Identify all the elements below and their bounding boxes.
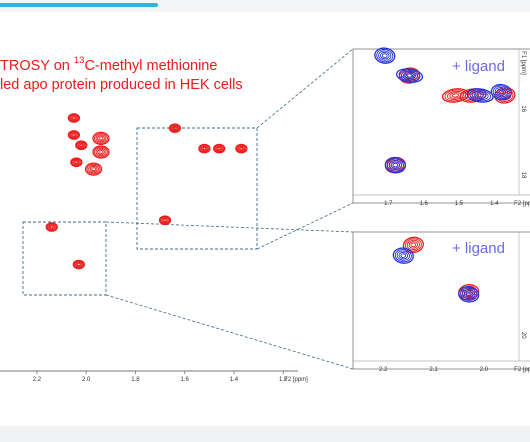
main-x-tick-label-6: F2 [ppm] [284, 377, 308, 383]
main-x-tick-label-1: 2.0 [82, 377, 91, 383]
main-peak-8 [198, 143, 211, 154]
inset-top-ligand-peak-1 [395, 68, 424, 83]
main-x-tick-label-5: 1.2 [279, 377, 288, 383]
inset-bottom-x-tick-label-3: F2 [ppm] [514, 367, 530, 373]
inset-bottom-x-tick-label-1: 2.1 [429, 367, 438, 373]
main-peak-1 [67, 130, 81, 140]
zoom-box-top [136, 127, 258, 250]
inset-top-apo-peak-1 [441, 88, 469, 103]
main-x-tick-label-3: 1.6 [181, 377, 190, 383]
inset-top-x-tick-label-0: 1.7 [384, 201, 393, 207]
spectrum-title-line1: TROSY on 13C-methyl methionine [0, 55, 218, 74]
inset-bottom-x-tick-label-2: 2.0 [480, 367, 489, 373]
inset-bottom-frame [352, 231, 530, 370]
inset-top-x-tick-label-3: 1.4 [490, 201, 499, 207]
inset-bottom-ligand-peak-1 [458, 286, 480, 303]
connector-bottom-upper [105, 221, 354, 233]
ligand-label-top: + ligand [452, 58, 505, 75]
top-bar [0, 0, 530, 12]
main-peak-7 [168, 123, 182, 134]
main-peak-12 [45, 222, 58, 232]
main-peak-3 [70, 157, 83, 168]
inset-bottom-ticks: 2.2 2.1 2.0 F2 [ppm] 20 [379, 332, 530, 373]
inset-top-x-tick-label-2: 1.5 [455, 201, 464, 207]
main-x-tick-label-0: 2.2 [33, 377, 42, 383]
main-peak-9 [213, 143, 226, 154]
bottom-bar [0, 426, 530, 442]
main-peak-4 [92, 131, 110, 146]
main-x-tick-label-2: 1.8 [131, 377, 140, 383]
main-peak-10 [235, 143, 248, 154]
main-peak-6 [84, 162, 103, 176]
main-peak-2 [75, 140, 88, 151]
main-x-tick-label-4: 1.4 [230, 377, 239, 383]
main-peak-11 [158, 215, 172, 226]
inset-top-x-tick-label-4: F2 [ppm] [514, 201, 530, 207]
peaks-layer [45, 47, 516, 303]
connector-top-lower [256, 202, 354, 250]
inset-top-y-tick-label-2: 18 [520, 172, 526, 179]
main-peak-5 [92, 145, 110, 159]
inset-top-ligand-peak-2 [466, 88, 494, 103]
inset-top-y-tick-label-1: 16 [520, 105, 526, 112]
main-peak-13 [72, 259, 85, 270]
inset-bottom-apo-peak-0 [402, 236, 424, 254]
connector-bottom-lower [105, 294, 354, 370]
inset-top-ticks: 1.7 1.6 1.5 1.4 F2 [ppm] F1 [ppm] 16 18 [384, 51, 530, 207]
inset-bottom-x-tick-label-0: 2.2 [379, 367, 388, 373]
main-x-ticks: 2.2 2.0 1.8 1.6 1.4 1.2F2 [ppm] [33, 371, 308, 383]
inset-bottom-y-tick-label-0: 20 [520, 332, 526, 339]
accent-bar [0, 3, 158, 7]
inset-top-ligand-peak-0 [374, 47, 396, 64]
inset-bottom-ligand-peak-0 [392, 247, 414, 264]
ligand-label-bottom: + ligand [452, 240, 505, 257]
inset-top-ligand-peak-4 [384, 156, 406, 174]
inset-top-x-tick-label-1: 1.6 [419, 201, 428, 207]
connector-top-upper [256, 48, 354, 129]
inset-top-ligand-peak-3 [490, 83, 512, 101]
main-peak-0 [67, 113, 81, 123]
inset-top-y-tick-label-0: F1 [ppm] [520, 51, 526, 75]
spectrum-title-line2: led apo protein produced in HEK cells [0, 77, 243, 93]
zoom-box-bottom [22, 221, 107, 296]
inset-top-frame [352, 48, 530, 204]
